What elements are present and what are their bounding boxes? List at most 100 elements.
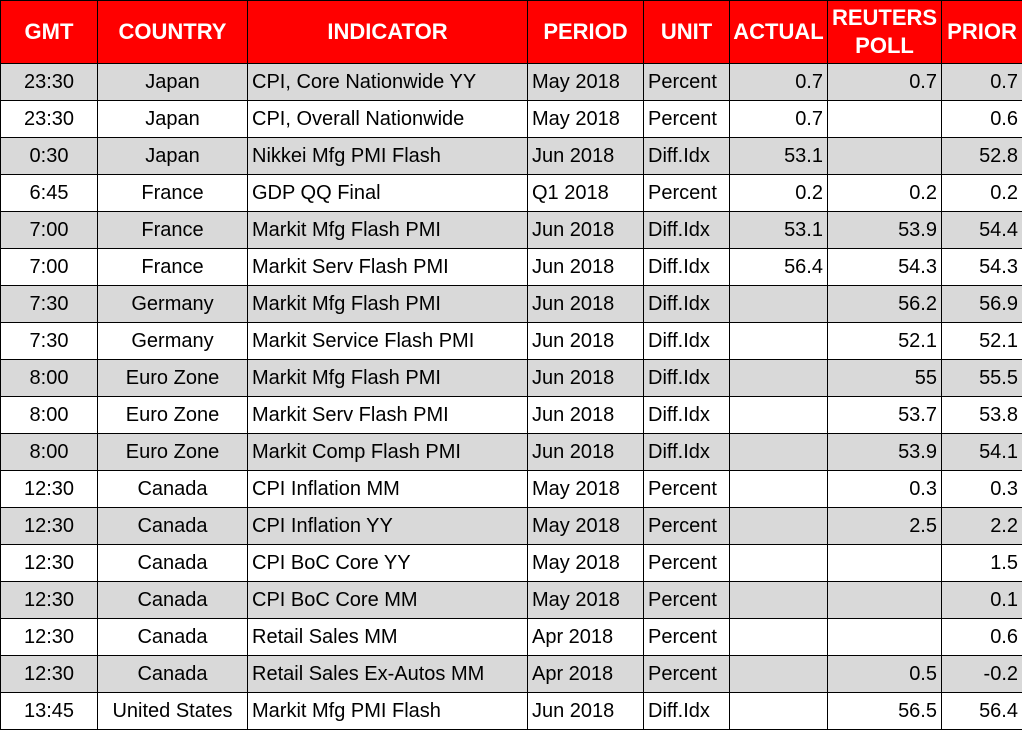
- cell-unit: Percent: [644, 101, 730, 138]
- cell-unit: Diff.Idx: [644, 323, 730, 360]
- cell-actual: 0.7: [730, 64, 828, 101]
- cell-country: France: [98, 175, 248, 212]
- cell-country: Canada: [98, 545, 248, 582]
- cell-country: Canada: [98, 656, 248, 693]
- cell-country: Canada: [98, 508, 248, 545]
- cell-reuters-poll: 0.7: [828, 64, 942, 101]
- cell-gmt: 6:45: [1, 175, 98, 212]
- cell-period: Jun 2018: [528, 397, 644, 434]
- cell-period: Apr 2018: [528, 656, 644, 693]
- cell-unit: Diff.Idx: [644, 693, 730, 730]
- cell-actual: 0.2: [730, 175, 828, 212]
- cell-indicator: GDP QQ Final: [248, 175, 528, 212]
- cell-period: May 2018: [528, 545, 644, 582]
- cell-gmt: 12:30: [1, 656, 98, 693]
- cell-actual: [730, 286, 828, 323]
- cell-reuters-poll: [828, 582, 942, 619]
- cell-reuters-poll: 56.2: [828, 286, 942, 323]
- cell-country: Euro Zone: [98, 434, 248, 471]
- cell-indicator: CPI, Core Nationwide YY: [248, 64, 528, 101]
- cell-gmt: 12:30: [1, 508, 98, 545]
- cell-period: Jun 2018: [528, 434, 644, 471]
- cell-prior: 54.3: [942, 249, 1022, 286]
- cell-unit: Percent: [644, 545, 730, 582]
- cell-actual: [730, 323, 828, 360]
- cell-unit: Diff.Idx: [644, 434, 730, 471]
- cell-prior: 54.4: [942, 212, 1022, 249]
- cell-unit: Diff.Idx: [644, 249, 730, 286]
- cell-unit: Diff.Idx: [644, 360, 730, 397]
- cell-unit: Diff.Idx: [644, 138, 730, 175]
- cell-period: Apr 2018: [528, 619, 644, 656]
- cell-prior: 0.6: [942, 619, 1022, 656]
- cell-prior: 0.1: [942, 582, 1022, 619]
- cell-reuters-poll: 2.5: [828, 508, 942, 545]
- cell-indicator: Markit Mfg PMI Flash: [248, 693, 528, 730]
- cell-reuters-poll: [828, 619, 942, 656]
- cell-prior: 0.6: [942, 101, 1022, 138]
- header-indicator: INDICATOR: [248, 1, 528, 64]
- header-prior: PRIOR: [942, 1, 1022, 64]
- cell-gmt: 7:00: [1, 212, 98, 249]
- cell-actual: [730, 471, 828, 508]
- cell-prior: 52.8: [942, 138, 1022, 175]
- cell-indicator: Markit Mfg Flash PMI: [248, 286, 528, 323]
- cell-country: Japan: [98, 101, 248, 138]
- cell-country: France: [98, 249, 248, 286]
- cell-gmt: 0:30: [1, 138, 98, 175]
- cell-indicator: Markit Comp Flash PMI: [248, 434, 528, 471]
- cell-reuters-poll: 53.9: [828, 434, 942, 471]
- cell-country: United States: [98, 693, 248, 730]
- cell-indicator: Markit Serv Flash PMI: [248, 249, 528, 286]
- header-row: GMT COUNTRY INDICATOR PERIOD UNIT ACTUAL…: [1, 1, 1022, 64]
- cell-country: Germany: [98, 286, 248, 323]
- cell-indicator: Markit Mfg Flash PMI: [248, 360, 528, 397]
- cell-period: May 2018: [528, 64, 644, 101]
- cell-gmt: 7:30: [1, 323, 98, 360]
- header-reuters-poll: REUTERS POLL: [828, 1, 942, 64]
- cell-prior: -0.2: [942, 656, 1022, 693]
- cell-gmt: 12:30: [1, 582, 98, 619]
- cell-prior: 2.2: [942, 508, 1022, 545]
- cell-reuters-poll: 56.5: [828, 693, 942, 730]
- cell-actual: [730, 582, 828, 619]
- cell-prior: 1.5: [942, 545, 1022, 582]
- cell-prior: 55.5: [942, 360, 1022, 397]
- cell-indicator: Retail Sales Ex-Autos MM: [248, 656, 528, 693]
- cell-actual: 56.4: [730, 249, 828, 286]
- cell-gmt: 12:30: [1, 545, 98, 582]
- cell-gmt: 13:45: [1, 693, 98, 730]
- cell-indicator: CPI Inflation MM: [248, 471, 528, 508]
- cell-reuters-poll: 0.5: [828, 656, 942, 693]
- cell-period: Jun 2018: [528, 138, 644, 175]
- cell-reuters-poll: [828, 101, 942, 138]
- cell-gmt: 8:00: [1, 397, 98, 434]
- cell-actual: [730, 434, 828, 471]
- cell-period: May 2018: [528, 508, 644, 545]
- cell-prior: 54.1: [942, 434, 1022, 471]
- cell-country: Euro Zone: [98, 397, 248, 434]
- cell-reuters-poll: 53.7: [828, 397, 942, 434]
- cell-gmt: 23:30: [1, 64, 98, 101]
- cell-period: May 2018: [528, 582, 644, 619]
- cell-country: Canada: [98, 582, 248, 619]
- cell-reuters-poll: 0.3: [828, 471, 942, 508]
- cell-prior: 0.2: [942, 175, 1022, 212]
- cell-reuters-poll: [828, 138, 942, 175]
- cell-gmt: 12:30: [1, 619, 98, 656]
- cell-country: Germany: [98, 323, 248, 360]
- cell-indicator: Markit Mfg Flash PMI: [248, 212, 528, 249]
- cell-reuters-poll: 0.2: [828, 175, 942, 212]
- cell-gmt: 8:00: [1, 434, 98, 471]
